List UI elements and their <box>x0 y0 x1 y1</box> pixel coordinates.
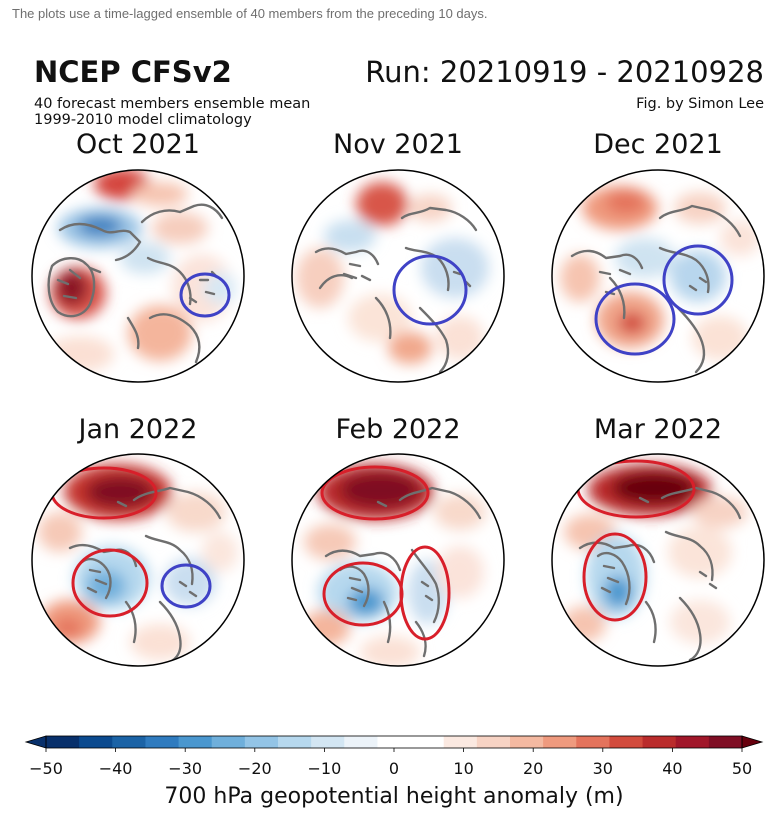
colorbar-tick-label: 20 <box>523 759 544 778</box>
colorbar-segment <box>476 736 511 748</box>
map-oct-2021 <box>31 169 245 383</box>
colorbar-tick-label: 50 <box>731 759 753 778</box>
colorbar-segment <box>543 736 577 748</box>
map-jan-2022 <box>31 453 245 667</box>
colorbar-tick-label: 30 <box>592 759 613 778</box>
panel-title-feb: Feb 2022 <box>335 414 461 445</box>
colorbar-segment <box>708 736 743 748</box>
panel-title-oct: Oct 2021 <box>76 129 200 160</box>
climatology-subtitle: 1999-2010 model climatology <box>34 112 252 128</box>
colorbar-segment <box>576 736 611 748</box>
colorbar-tick-label: 0 <box>388 759 400 778</box>
colorbar-segment <box>410 736 445 748</box>
annotation-blue-ellipse <box>179 272 231 318</box>
colorbar-segment <box>443 736 478 748</box>
colorbar-segment <box>244 736 279 748</box>
colorbar-segment <box>211 736 246 748</box>
annotation-blue-ellipse <box>160 563 212 609</box>
colorbar-segment <box>278 736 312 748</box>
annotation-red-ellipse <box>71 548 149 618</box>
annotation-red-ellipse <box>320 465 430 521</box>
colorbar-tick-label: −30 <box>168 759 203 778</box>
colorbar-segment <box>145 736 180 748</box>
colorbar-tick-label: −40 <box>98 759 133 778</box>
colorbar-segment <box>510 736 544 748</box>
colorbar-scale <box>24 735 764 752</box>
colorbar-tick-label: 10 <box>453 759 474 778</box>
colorbar-segment <box>377 736 412 748</box>
map-nov-2021 <box>291 169 505 383</box>
colorbar-label: 700 hPa geopotential height anomaly (m) <box>164 784 624 809</box>
figure-credit: Fig. by Simon Lee <box>636 96 764 112</box>
map-dec-2021 <box>551 169 765 383</box>
panel-title-dec: Dec 2021 <box>593 129 723 160</box>
annotation-red-ellipse <box>399 545 451 641</box>
colorbar-segment <box>46 736 80 748</box>
figure-caption: The plots use a time-lagged ensemble of … <box>12 6 488 21</box>
colorbar-segment <box>675 736 710 748</box>
model-title: NCEP CFSv2 <box>34 55 232 89</box>
panel-title-mar: Mar 2022 <box>593 414 723 445</box>
colorbar-segment <box>344 736 379 748</box>
panel-title-nov: Nov 2021 <box>333 129 463 160</box>
colorbar-extend-low <box>24 735 47 749</box>
ensemble-subtitle: 40 forecast members ensemble mean <box>34 96 311 112</box>
map-feb-2022 <box>291 453 505 667</box>
run-dates: Run: 20210919 - 20210928 <box>365 55 764 89</box>
colorbar-segment <box>642 736 677 748</box>
annotation-red-ellipse <box>582 532 648 622</box>
colorbar-tick-label: −50 <box>29 759 63 778</box>
panel-title-jan: Jan 2022 <box>78 414 198 445</box>
colorbar: −50 −40 −30 −20 −10 0 10 20 30 40 50 700 hPa geopo… <box>20 728 768 816</box>
annotation-blue-ellipse <box>594 282 676 356</box>
colorbar-segment <box>311 736 345 748</box>
annotation-blue-ellipse <box>662 244 734 316</box>
annotation-blue-ellipse <box>392 254 468 326</box>
colorbar-tick-label: −10 <box>307 759 342 778</box>
colorbar-segment <box>178 736 213 748</box>
colorbar-tick-label: −20 <box>237 759 272 778</box>
colorbar-extend-high <box>741 735 764 749</box>
map-mar-2022 <box>551 453 765 667</box>
colorbar-segment <box>112 736 147 748</box>
colorbar-segment <box>609 736 644 748</box>
colorbar-tick-label: 40 <box>662 759 683 778</box>
colorbar-segment <box>79 736 113 748</box>
